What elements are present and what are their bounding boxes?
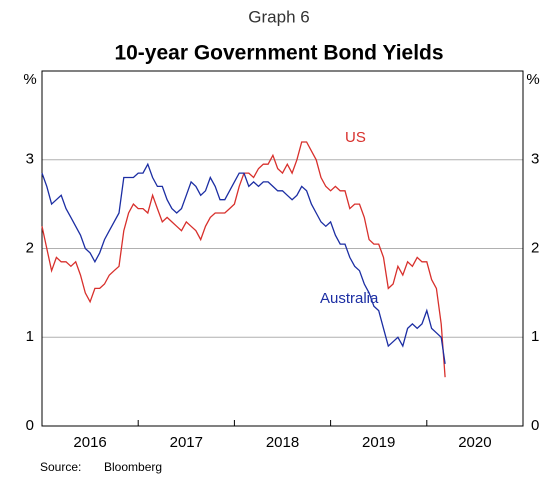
chart-supertitle: Graph 6 (248, 7, 309, 26)
series-line (41, 141, 446, 378)
x-tick-label: 2019 (362, 434, 395, 451)
y2-tick-label: 1 (531, 328, 539, 345)
x-tick-label: 2017 (170, 434, 203, 451)
y-tick-label: 1 (26, 328, 34, 345)
y2-unit: % (526, 71, 539, 88)
series-label: US (345, 129, 366, 146)
chart-title: 10-year Government Bond Yields (114, 42, 443, 65)
y-tick-label: 3 (26, 151, 34, 168)
series-line (41, 162, 446, 364)
y-tick-label: 0 (26, 417, 34, 434)
y2-tick-label: 3 (531, 151, 539, 168)
x-tick-label: 2020 (458, 434, 491, 451)
source: Bloomberg (104, 460, 162, 474)
x-tick-label: 2016 (73, 434, 106, 451)
y2-tick-label: 2 (531, 239, 539, 256)
plot-frame (41, 70, 524, 427)
x-tick-label: 2018 (266, 434, 299, 451)
y-tick-label: 2 (26, 239, 34, 256)
source-label: Source: (40, 460, 81, 474)
y-unit: % (23, 71, 36, 88)
y2-tick-label: 0 (531, 417, 539, 434)
series-label: Australia (320, 290, 379, 307)
